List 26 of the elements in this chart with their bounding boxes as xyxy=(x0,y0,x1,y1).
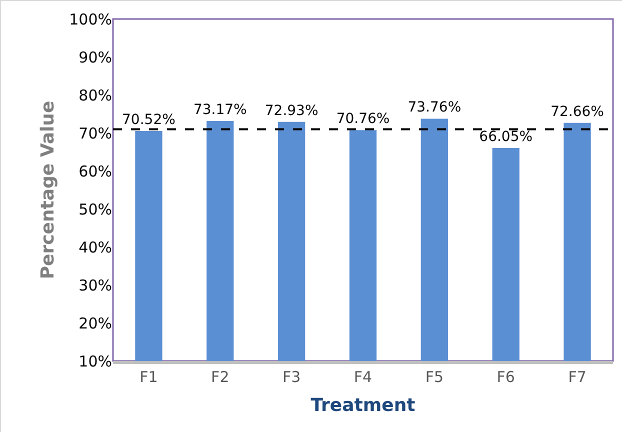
y-axis-title: Percentage Value xyxy=(37,100,58,280)
x-tick-label: F6 xyxy=(496,368,515,386)
data-label: 70.76% xyxy=(336,111,390,128)
y-tick-label: 70% xyxy=(78,124,112,142)
data-label: 73.17% xyxy=(193,102,247,118)
y-tick-label: 50% xyxy=(78,200,112,218)
x-tick-label: F4 xyxy=(354,368,372,386)
y-tick-label: 100% xyxy=(69,10,112,28)
data-label: 72.93% xyxy=(264,102,318,119)
y-tick-label: 40% xyxy=(78,238,112,256)
data-label: 72.66% xyxy=(550,104,604,120)
data-label: 73.76% xyxy=(408,100,462,116)
y-tick-label: 30% xyxy=(78,276,112,294)
data-label: 70.52% xyxy=(122,112,176,128)
x-tick-label: F7 xyxy=(568,368,586,386)
y-tick-label: 80% xyxy=(78,86,112,104)
x-tick-label: F3 xyxy=(282,368,301,386)
x-tick-label: F5 xyxy=(425,368,444,386)
data-label: 66.05% xyxy=(479,129,533,146)
y-tick-label: 10% xyxy=(78,352,112,370)
x-tick-label: F1 xyxy=(140,368,158,386)
x-tick-label: F2 xyxy=(211,368,230,386)
y-tick-label: 60% xyxy=(78,162,112,180)
y-tick-label: 90% xyxy=(78,48,112,66)
y-tick-label: 20% xyxy=(78,314,112,332)
x-axis-title: Treatment xyxy=(310,395,416,416)
